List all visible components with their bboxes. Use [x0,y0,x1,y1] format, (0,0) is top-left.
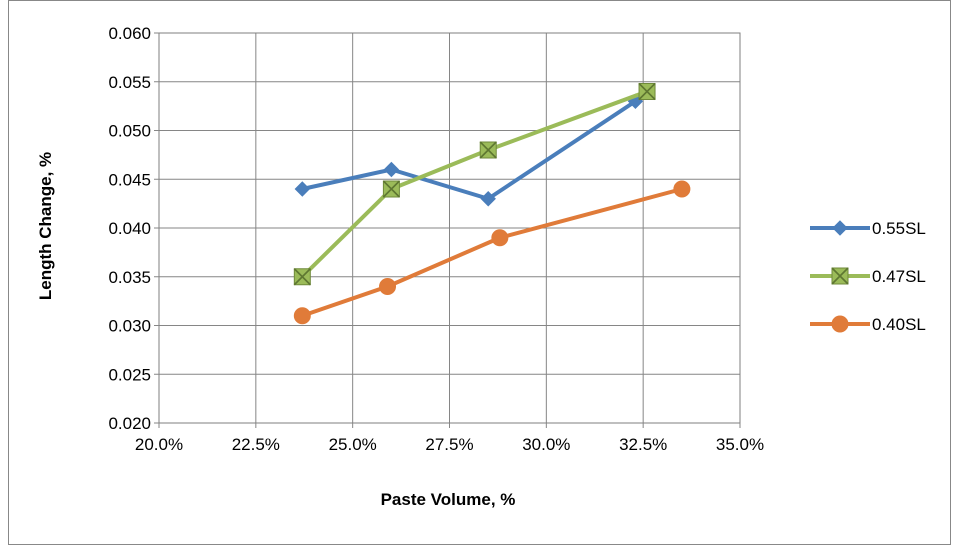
y-axis-title: Length Change, % [36,152,55,300]
data-point [638,82,656,101]
x-tick-label: 20.0% [135,435,183,454]
x-axis-title: Paste Volume, % [381,490,516,509]
y-tick-label: 0.060 [108,24,151,43]
x-tick-label: 22.5% [232,435,280,454]
y-tick-label: 0.030 [108,317,151,336]
y-tick-label: 0.055 [108,73,151,92]
series-0.40SL [293,180,691,325]
legend-label: 0.47SL [872,267,926,286]
x-tick-label: 27.5% [425,435,473,454]
y-tick-label: 0.025 [108,365,151,384]
data-point [293,268,311,286]
legend-entry: 0.40SL [810,315,926,334]
y-tick-label: 0.050 [108,122,151,141]
chart-border [8,0,951,545]
legend-label: 0.40SL [872,315,926,334]
legend: 0.55SL 0.47SL 0.40SL [810,219,926,334]
data-point [673,180,691,198]
legend-entry: 0.47SL [810,267,926,286]
data-point [382,180,400,198]
data-point [480,191,496,207]
x-tick-label: 35.0% [716,435,764,454]
data-point [491,229,509,247]
data-point [479,141,497,159]
x-tick-label: 32.5% [619,435,667,454]
x-axis-ticks: 20.0% 22.5% 25.0% 27.5% 30.0% 32.5% 35.0% [135,423,764,454]
y-tick-label: 0.040 [108,219,151,238]
legend-marker [831,315,849,333]
y-tick-label: 0.045 [108,170,151,189]
x-tick-label: 30.0% [522,435,570,454]
y-axis-ticks: 0.020 0.025 0.030 0.035 0.040 0.045 0.050 0.055… [108,24,159,433]
legend-label: 0.55SL [872,219,926,238]
data-point [379,278,397,295]
series-line [300,89,648,279]
data-point [293,307,311,325]
series-group [293,82,691,325]
legend-marker [831,267,849,285]
data-point [294,181,311,197]
series-line [301,187,683,318]
y-tick-label: 0.020 [108,414,151,433]
legend-marker [832,220,848,236]
x-tick-label: 25.0% [329,435,377,454]
legend-entry: 0.55SL [810,219,926,238]
data-point [383,161,400,178]
y-tick-label: 0.035 [108,268,151,287]
series-0.47SL [293,82,656,286]
series-line [301,99,637,201]
